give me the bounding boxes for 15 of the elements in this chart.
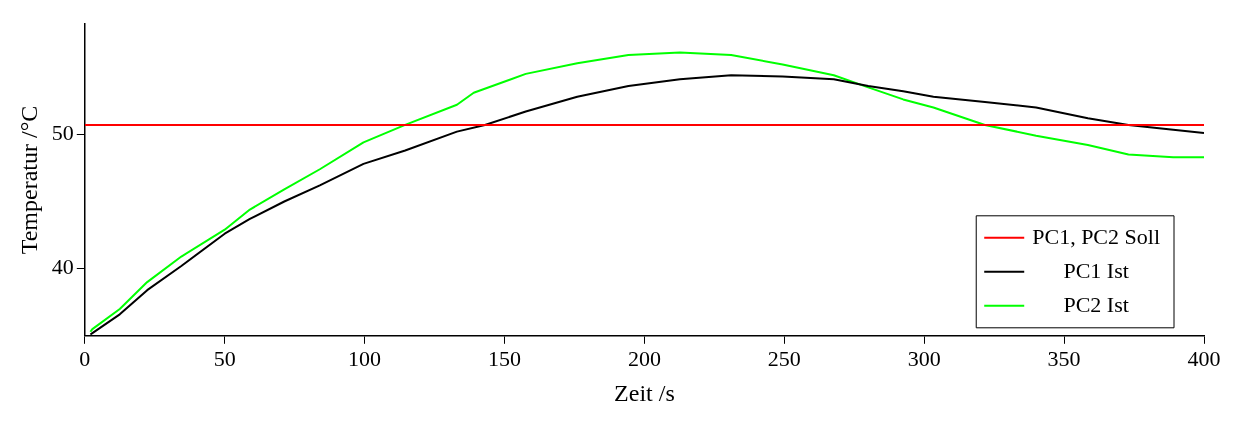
x-tick-label: 150 — [488, 345, 521, 371]
x-axis-title: Zeit /s — [614, 379, 675, 406]
x-tick-label: 50 — [213, 345, 236, 371]
x-tick-label: 300 — [907, 345, 941, 371]
x-tick-label: 250 — [767, 345, 801, 371]
legend-label: PC1 Ist — [1063, 257, 1129, 283]
x-tick-label: 350 — [1047, 345, 1081, 371]
y-axis-title: Temperatur /°C — [15, 105, 42, 255]
legend-label: PC2 Ist — [1063, 291, 1129, 317]
x-tick-label: 0 — [79, 345, 91, 371]
x-tick-label: 400 — [1187, 345, 1221, 371]
legend-label: PC1, PC2 Soll — [1032, 223, 1160, 249]
x-tick-label: 100 — [348, 345, 382, 371]
y-tick-label: 40 — [51, 254, 74, 280]
x-tick-label: 200 — [627, 345, 661, 371]
